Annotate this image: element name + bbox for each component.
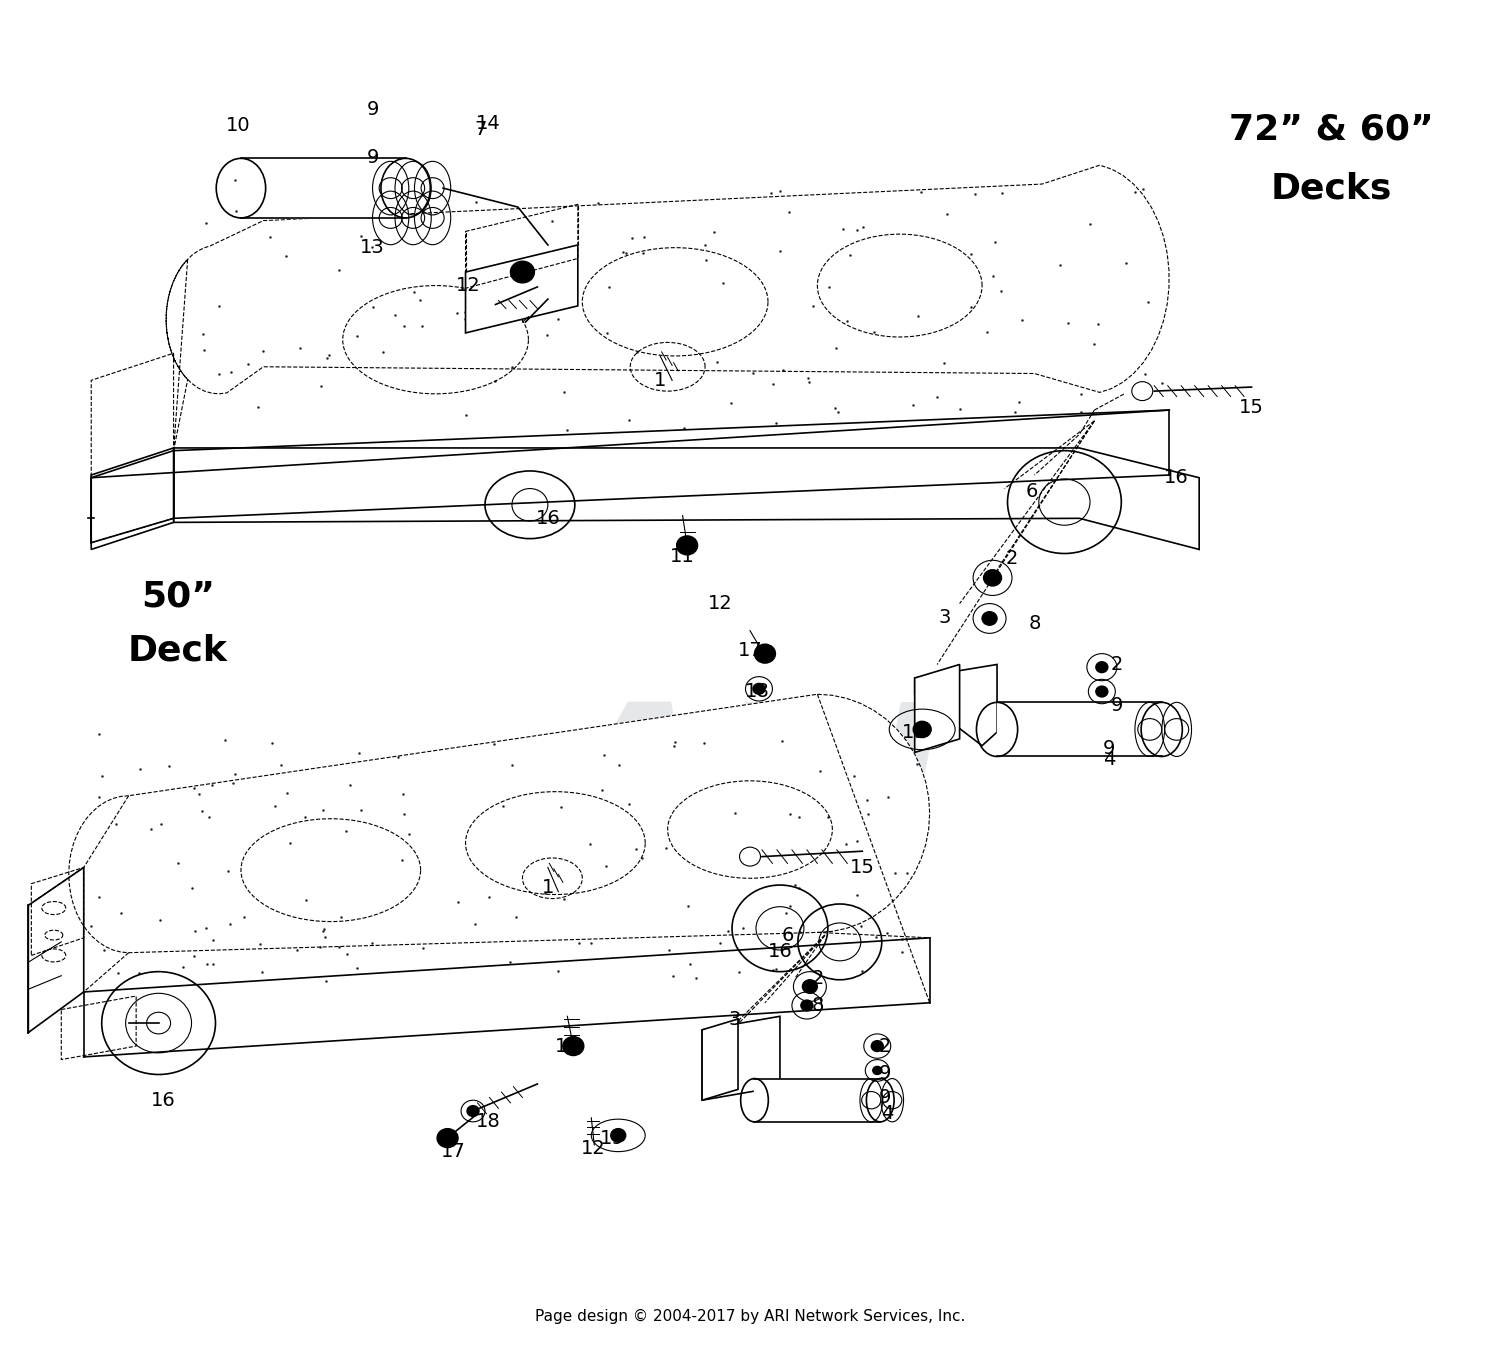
Text: 2: 2	[1110, 655, 1124, 674]
Text: 1: 1	[654, 370, 666, 389]
Text: 16: 16	[1164, 468, 1190, 487]
Text: 9: 9	[1110, 696, 1124, 715]
Text: 11: 11	[670, 546, 694, 565]
Text: 12: 12	[456, 277, 482, 296]
Circle shape	[610, 1128, 626, 1142]
Text: 8: 8	[812, 995, 824, 1016]
Text: 10: 10	[225, 117, 251, 136]
Text: 1: 1	[542, 879, 554, 898]
Polygon shape	[174, 447, 1198, 549]
Text: 3: 3	[729, 1009, 741, 1028]
Text: 18: 18	[746, 682, 770, 701]
Text: 19: 19	[903, 723, 927, 742]
Circle shape	[466, 1105, 478, 1116]
Text: 2: 2	[879, 1036, 891, 1055]
Circle shape	[676, 536, 698, 555]
Polygon shape	[28, 868, 84, 1032]
Text: 6: 6	[1026, 481, 1038, 500]
Circle shape	[753, 683, 765, 694]
Polygon shape	[69, 694, 930, 953]
Text: 9: 9	[366, 148, 380, 167]
Text: 18: 18	[476, 1112, 501, 1131]
Polygon shape	[702, 1016, 780, 1100]
Circle shape	[873, 1066, 882, 1074]
Text: 4: 4	[1102, 750, 1116, 769]
Text: 3: 3	[939, 607, 951, 626]
Circle shape	[914, 721, 932, 738]
Text: Page design © 2004-2017 by ARI Network Services, Inc.: Page design © 2004-2017 by ARI Network S…	[536, 1309, 964, 1325]
Text: 13: 13	[360, 239, 386, 258]
Polygon shape	[465, 245, 578, 334]
Text: 9: 9	[1102, 739, 1116, 758]
Text: 8: 8	[1029, 614, 1041, 633]
Text: 16: 16	[768, 942, 792, 961]
Polygon shape	[92, 447, 174, 549]
Circle shape	[984, 570, 1002, 586]
Polygon shape	[174, 188, 1198, 450]
Text: 9: 9	[879, 1063, 891, 1082]
Text: 9: 9	[366, 100, 380, 119]
Text: Decks: Decks	[1270, 171, 1392, 205]
Polygon shape	[915, 664, 960, 753]
Polygon shape	[998, 702, 1161, 757]
Text: 16: 16	[150, 1090, 176, 1109]
Circle shape	[871, 1040, 883, 1051]
Circle shape	[982, 612, 998, 625]
Text: 6: 6	[782, 926, 794, 945]
Text: 50”: 50”	[141, 580, 214, 614]
Circle shape	[1096, 686, 1108, 697]
Text: 15: 15	[850, 858, 874, 877]
Text: 19: 19	[600, 1128, 624, 1147]
Text: 2: 2	[1007, 549, 1019, 568]
Text: 16: 16	[536, 508, 561, 527]
Polygon shape	[915, 664, 998, 746]
Text: 11: 11	[555, 1036, 579, 1055]
Text: 17: 17	[441, 1142, 466, 1161]
Circle shape	[436, 1128, 457, 1147]
Circle shape	[754, 644, 776, 663]
Circle shape	[1096, 662, 1108, 673]
Text: 2: 2	[812, 970, 824, 989]
Circle shape	[801, 1001, 813, 1010]
Polygon shape	[754, 1078, 880, 1121]
Text: 7: 7	[474, 121, 486, 140]
Text: 9: 9	[879, 1088, 891, 1106]
Text: 72” & 60”: 72” & 60”	[1228, 113, 1434, 146]
Text: ARI: ARI	[556, 696, 944, 891]
Text: 14: 14	[476, 114, 501, 133]
Text: 12: 12	[580, 1139, 604, 1158]
Text: 12: 12	[708, 594, 732, 613]
Text: 15: 15	[1239, 397, 1264, 416]
Text: Deck: Deck	[128, 635, 228, 669]
Circle shape	[510, 262, 534, 283]
Text: 4: 4	[882, 1104, 894, 1123]
Circle shape	[562, 1036, 584, 1055]
Polygon shape	[702, 1018, 738, 1100]
Text: 17: 17	[738, 641, 762, 660]
Circle shape	[802, 980, 818, 994]
Polygon shape	[242, 159, 405, 218]
